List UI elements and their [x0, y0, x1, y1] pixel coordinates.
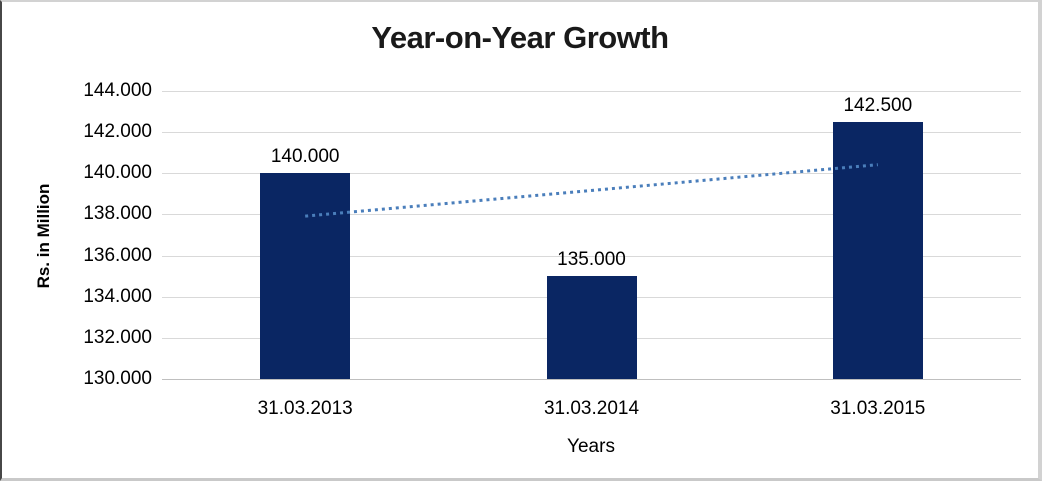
- chart-title: Year-on-Year Growth: [371, 20, 669, 55]
- plot-area: [162, 91, 1021, 380]
- y-tick-label: 130.000: [83, 368, 152, 389]
- gridline: [162, 255, 1021, 257]
- x-axis-line: [162, 379, 1021, 380]
- y-tick-label: 132.000: [83, 326, 152, 348]
- gridline: [162, 91, 1021, 92]
- y-tick-label: 136.000: [83, 244, 152, 266]
- y-tick-label: 138.000: [83, 203, 152, 225]
- y-tick-label: 142.000: [83, 121, 152, 143]
- trendline: [305, 163, 878, 218]
- x-tick-label: 31.03.2015: [830, 398, 926, 419]
- bar-31.03.2014: [546, 276, 637, 379]
- gridline: [162, 132, 1021, 134]
- y-tick-label: 140.000: [83, 162, 152, 184]
- y-axis-title: Rs. in Million: [34, 183, 53, 289]
- x-tick-label: 31.03.2014: [543, 398, 640, 419]
- x-axis-title: Years: [567, 436, 615, 457]
- gridline: [162, 214, 1021, 216]
- x-tick-label: 31.03.2013: [257, 398, 353, 419]
- data-label: 142.500: [843, 94, 913, 116]
- data-label: 135.000: [557, 249, 626, 271]
- gridline: [162, 173, 1021, 175]
- y-tick-label: 144.000: [83, 80, 152, 101]
- data-label: 140.000: [270, 146, 340, 168]
- y-tick-label: 134.000: [83, 285, 152, 307]
- bar-31.03.2013: [260, 173, 351, 379]
